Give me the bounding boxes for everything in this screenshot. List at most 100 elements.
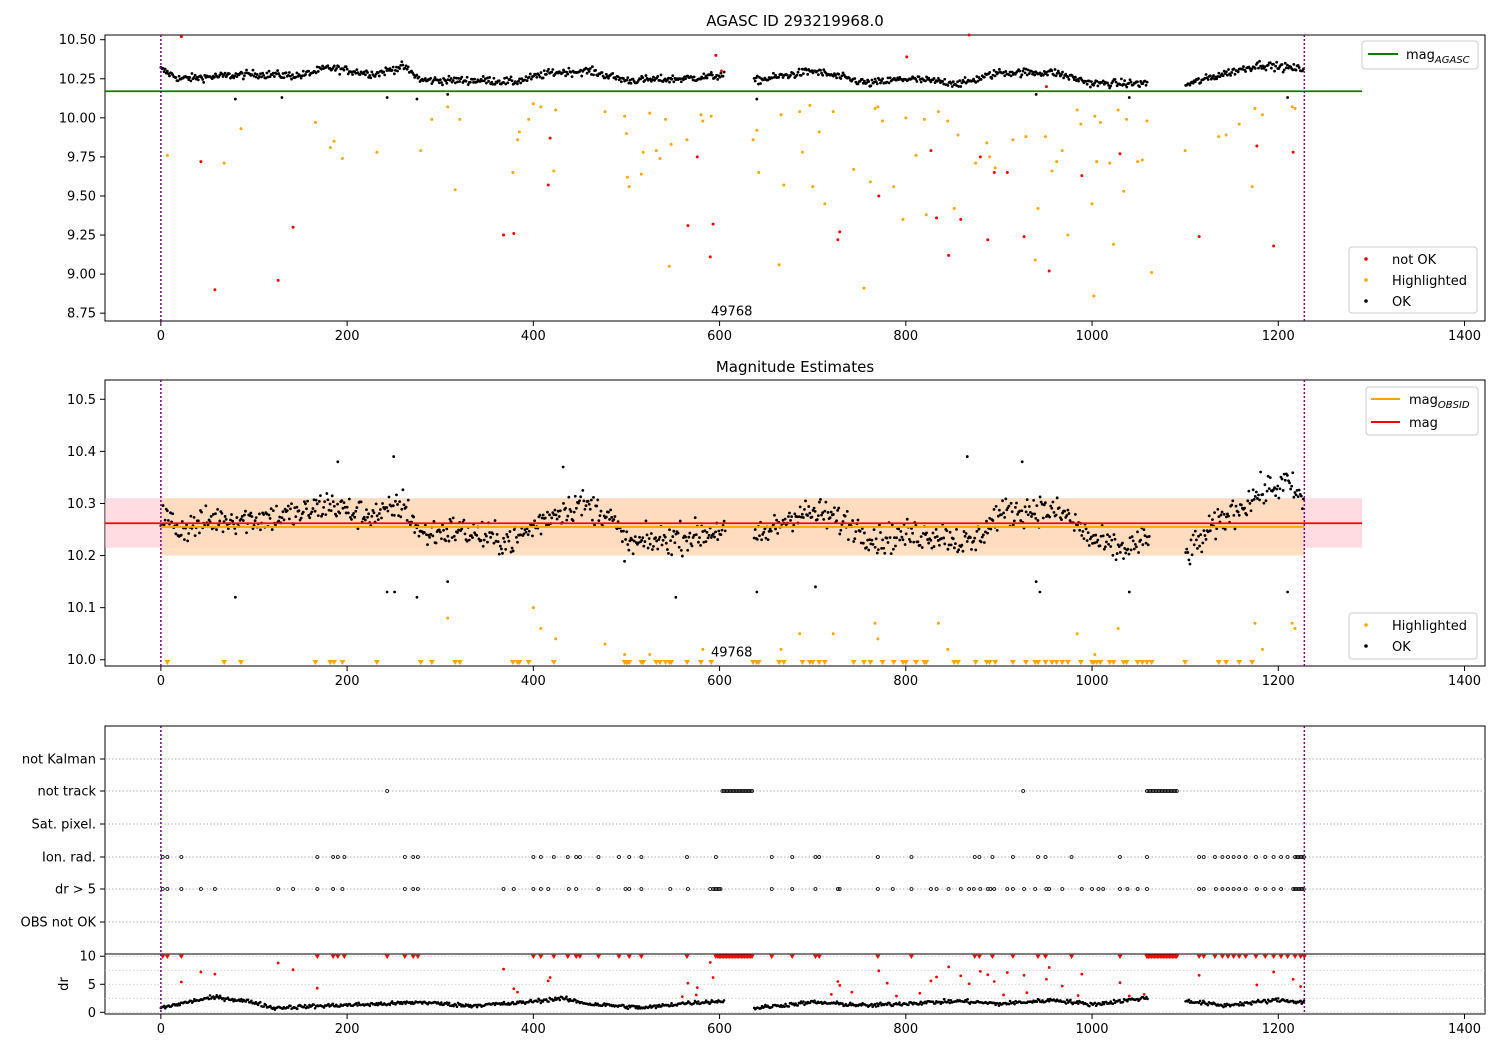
ok-point [835,76,838,80]
flag-marker [1243,887,1248,891]
ok-point [831,74,835,78]
ok-point [869,542,873,546]
highlighted-point [779,113,783,117]
dr-ok-point [709,1001,712,1004]
highlighted-point [1150,271,1154,275]
ok-point [1030,515,1033,518]
flag-marker [958,887,963,891]
ok-point [235,516,239,519]
flag-marker [929,887,933,891]
dr-ok-point [1047,999,1051,1003]
ok-point [569,510,573,513]
dr-ok-point [949,999,953,1002]
ok-point [1293,491,1297,494]
ok-point [688,531,692,535]
ok-point [412,73,415,76]
ok-point [350,518,353,521]
ok-point [1025,73,1029,77]
flag-marker [1271,887,1276,891]
ok-point [686,548,690,552]
dr-flagged-point [1002,993,1005,997]
ok-point [799,515,803,519]
ok-point [633,535,637,539]
dr-ok-point [538,999,541,1002]
ok-point [1263,65,1267,69]
ok-point [791,529,795,533]
ok-point [752,536,756,540]
dr-clipped-marker [616,954,622,960]
flag-row-label: not track [37,785,96,800]
ok-point [1136,530,1139,534]
ok-point [1257,493,1260,497]
agasc-y-tick-label: 9.50 [67,189,96,204]
ok-point [885,536,889,540]
ok-point [597,519,601,523]
ok-point [471,536,474,540]
flag-marker [1047,887,1052,891]
ok-point [1268,61,1272,65]
ok-point [792,72,796,76]
flag-marker [415,855,420,859]
ok-point [668,80,671,84]
ok-point [335,67,338,70]
ok-point [301,69,305,73]
ok-point [354,71,358,75]
dr-ok-point [226,996,230,999]
ok-point [867,80,871,83]
ok-point [1033,73,1037,77]
ok-point [458,80,462,83]
ok-point [705,530,709,534]
ok-point [722,519,726,523]
ok-point [1108,86,1112,90]
highlighted-point [239,127,243,131]
magnitude-x-tick-label: 200 [335,674,360,689]
ok-point [547,67,550,71]
ok-point [1127,590,1131,594]
ok-point [661,538,665,542]
ok-point [684,77,687,81]
dr-ok-point [1222,1005,1225,1009]
agasc-x-ticks: 0 200 400 600 800 1000 1200 1400 [157,321,1481,344]
dr-flagged-point [1076,994,1080,997]
ok-point [183,538,186,542]
ok-point [580,513,584,517]
ok-point [299,76,303,80]
ok-point [788,511,791,515]
ok-point [210,77,214,81]
ok-point [376,71,380,74]
ok-point [1101,79,1105,83]
ok-point [165,69,169,73]
ok-point [1092,83,1095,87]
highlighted-point [956,133,960,137]
ok-point [643,540,647,543]
ok-point [815,69,819,73]
ok-point [259,72,262,76]
ok-point [1098,544,1102,548]
dr-ok-point [176,1004,179,1007]
ok-point [531,534,534,538]
ok-point [1042,70,1046,73]
ok-point [478,80,482,83]
not-ok-point [502,233,506,237]
ok-point [897,78,901,81]
ok-point [1143,79,1147,83]
dr-clipped-marker [551,954,557,960]
ok-point [275,504,278,508]
ok-point [822,68,826,72]
ok-point [272,75,276,78]
ok-point [997,67,1001,71]
ok-point [518,77,522,81]
highlighted-point [876,637,880,641]
ok-point [976,79,980,83]
dr-ok-point [1075,1000,1079,1003]
dr-ok-point [1076,1002,1080,1005]
ok-point [622,77,625,80]
ok-point [281,72,285,75]
ok-point [591,518,594,522]
ok-point [755,74,759,78]
ok-point [648,542,652,546]
ok-point [845,510,849,513]
highlighted-clipped-marker [1249,660,1256,665]
dr-flagged-point [1197,973,1201,977]
